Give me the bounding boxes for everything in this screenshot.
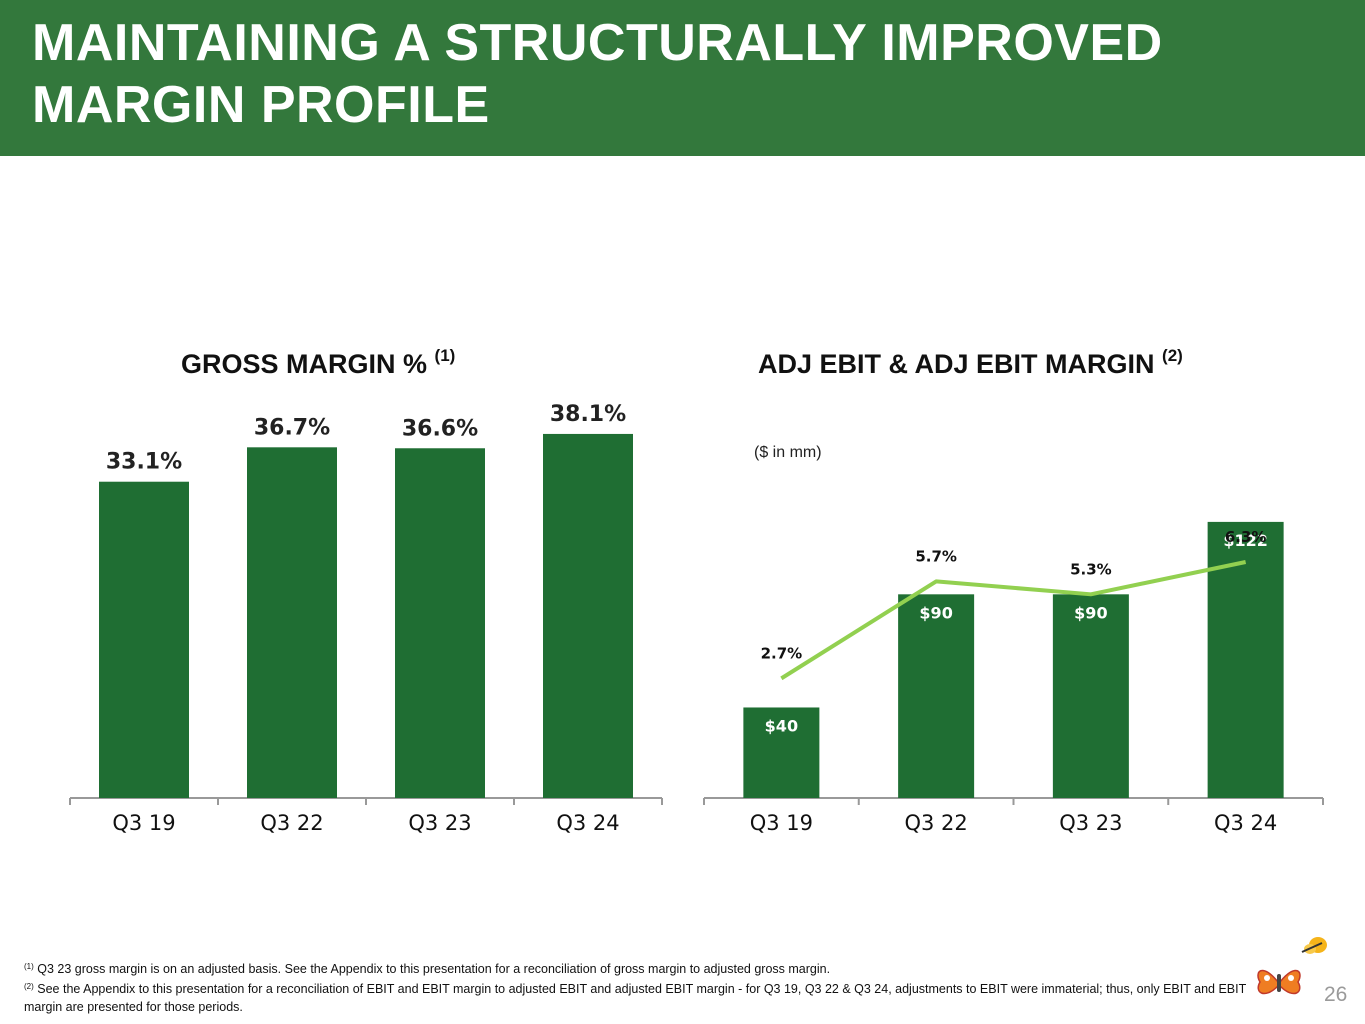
footnote-1-marker: (1) [24,962,34,971]
gm-bar-value-label: 36.6% [402,416,478,441]
gross-margin-footnote-ref: (1) [434,346,456,365]
gross-margin-title-text: GROSS MARGIN % [181,349,428,379]
ebit-bar-value-label: $90 [1074,603,1107,622]
butterfly-icon [1257,937,1327,995]
footnote-1: (1) Q3 23 gross margin is on an adjusted… [24,958,1254,978]
gm-bar-value-label: 33.1% [106,450,182,475]
large-butterfly-icon [1257,969,1301,995]
ebit-margin-value-label: 5.7% [915,547,957,565]
ebit-category-label: Q3 22 [904,811,967,835]
ebit-bar-value-label: $40 [765,716,798,735]
ebit-bar-value-label: $90 [919,603,952,622]
gm-bar-value-label: 36.7% [254,415,330,440]
ebit-category-label: Q3 24 [1214,811,1277,835]
ebit-bar-value-label: $122 [1223,531,1268,550]
gm-category-label: Q3 22 [260,811,323,835]
footnote-2-marker: (2) [24,982,34,991]
page-number: 26 [1324,983,1348,1006]
gm-bar-value-label: 38.1% [550,402,626,427]
ebit-units-label: ($ in mm) [754,444,822,461]
ebit-margin-line [780,560,1247,681]
footnote-1-text: Q3 23 gross margin is on an adjusted bas… [33,962,831,976]
gm-bar [395,448,485,798]
ebit-bar [1052,594,1129,798]
footnote-2: (2) See the Appendix to this presentatio… [24,978,1254,1016]
ebit-chart-title: ADJ EBIT & ADJ EBIT MARGIN (2) [758,346,1183,380]
small-butterfly-icon [1301,937,1327,954]
ebit-margin-value-label: 5.3% [1070,560,1112,578]
gm-bar [99,481,189,798]
gross-margin-chart-title: GROSS MARGIN % (1) [181,346,455,380]
page-title: MAINTAINING A STRUCTURALLY IMPROVED MARG… [32,14,1163,134]
footnotes: (1) Q3 23 gross margin is on an adjusted… [24,958,1254,1016]
ebit-margin-value-label: 6.3% [1225,528,1267,546]
ebit-bar [898,594,975,798]
ebit-margin-value-label: 2.7% [761,644,803,662]
ebit-category-label: Q3 19 [750,811,813,835]
header-banner: MAINTAINING A STRUCTURALLY IMPROVED MARG… [0,0,1365,156]
gm-category-label: Q3 23 [408,811,471,835]
gm-category-label: Q3 19 [112,811,175,835]
ebit-category-label: Q3 23 [1059,811,1122,835]
footnote-2-text: See the Appendix to this presentation fo… [24,982,1247,1014]
ebit-footnote-ref: (2) [1162,346,1183,365]
ebit-bar [743,707,820,798]
gm-bar [247,447,337,798]
charts-canvas: 33.1% Q3 19 36.7% Q3 22 36.6% Q3 23 38.1% Q3 24… [69,402,1324,835]
gm-category-label: Q3 24 [556,811,619,835]
gm-bar [543,433,633,798]
ebit-title-text: ADJ EBIT & ADJ EBIT MARGIN [758,349,1155,379]
